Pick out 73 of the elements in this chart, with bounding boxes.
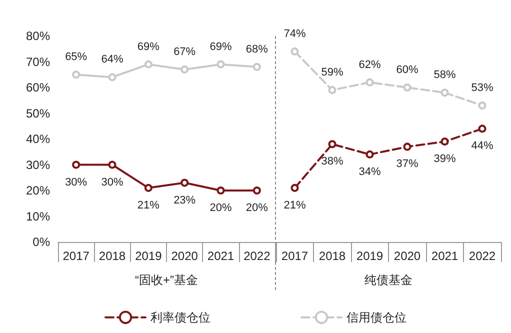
data-label: 59% xyxy=(321,66,344,79)
data-label: 67% xyxy=(174,46,196,58)
point xyxy=(108,73,116,82)
point xyxy=(144,184,152,192)
data-label: 44% xyxy=(471,140,494,152)
data-label: 58% xyxy=(434,69,456,82)
point xyxy=(328,140,336,148)
point xyxy=(290,47,299,56)
point xyxy=(290,184,299,192)
y-tick-label: 30% xyxy=(26,158,50,172)
data-label: 21% xyxy=(137,199,160,212)
y-tick-label: 0% xyxy=(32,235,50,249)
x-tick-label: 2017 xyxy=(281,249,308,263)
x-tick-label: 2021 xyxy=(207,249,234,263)
data-label: 69% xyxy=(137,40,160,53)
y-tick-label: 70% xyxy=(26,54,50,69)
point xyxy=(403,142,412,151)
x-tick-label: 2019 xyxy=(135,249,162,263)
point xyxy=(252,62,261,71)
data-label: 69% xyxy=(210,40,232,53)
data-label: 21% xyxy=(284,199,306,212)
x-tick-label: 2020 xyxy=(171,249,198,263)
x-axis-title: “固收+”基金 xyxy=(135,273,198,287)
point xyxy=(252,186,261,194)
point xyxy=(180,65,189,74)
point xyxy=(72,160,80,169)
data-label: 20% xyxy=(210,202,232,214)
data-label: 60% xyxy=(396,64,418,76)
data-label: 30% xyxy=(65,176,88,188)
data-label: 34% xyxy=(358,166,381,178)
data-label: 62% xyxy=(358,58,381,71)
data-label: 39% xyxy=(434,153,456,166)
point xyxy=(108,160,116,169)
y-tick-label: 50% xyxy=(26,106,50,120)
data-label: 23% xyxy=(174,194,196,206)
data-label: 64% xyxy=(101,54,124,66)
x-axis-title: 纯债基金 xyxy=(364,273,412,287)
data-label: 53% xyxy=(471,82,494,94)
x-tick-label: 2019 xyxy=(356,249,384,263)
x-tick-label: 2020 xyxy=(394,249,421,263)
point xyxy=(478,102,486,110)
legend-label: 信用债仓位 xyxy=(346,310,406,324)
x-tick-label: 2018 xyxy=(98,249,126,263)
x-tick-label: 2017 xyxy=(62,249,90,263)
point xyxy=(216,60,225,68)
data-label: 38% xyxy=(321,156,344,168)
point xyxy=(72,70,80,79)
point xyxy=(440,88,449,97)
point xyxy=(366,78,374,86)
point xyxy=(144,60,152,68)
legend-label: 利率债仓位 xyxy=(150,310,210,324)
data-label: 68% xyxy=(246,43,268,56)
x-tick-label: 2022 xyxy=(468,249,496,263)
x-tick-label: 2022 xyxy=(244,249,271,263)
data-label: 37% xyxy=(396,158,418,170)
y-tick-label: 10% xyxy=(26,209,50,224)
y-tick-label: 80% xyxy=(26,29,50,43)
y-tick-label: 20% xyxy=(26,184,50,198)
y-tick-label: 60% xyxy=(26,80,50,94)
data-label: 30% xyxy=(101,176,124,188)
y-tick-label: 40% xyxy=(26,132,50,146)
point xyxy=(403,84,412,92)
point xyxy=(440,138,449,146)
point xyxy=(478,124,486,133)
x-tick-label: 2018 xyxy=(318,249,346,263)
point xyxy=(216,186,225,194)
data-label: 74% xyxy=(284,28,306,40)
x-tick-label: 2021 xyxy=(431,249,458,263)
data-label: 65% xyxy=(65,51,88,64)
point xyxy=(180,178,189,187)
data-label: 20% xyxy=(246,202,268,214)
point xyxy=(328,86,336,94)
point xyxy=(366,150,374,158)
